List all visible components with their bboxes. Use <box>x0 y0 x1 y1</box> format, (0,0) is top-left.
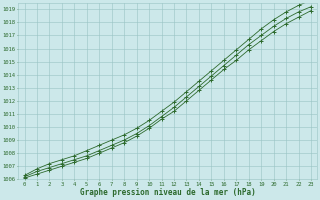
X-axis label: Graphe pression niveau de la mer (hPa): Graphe pression niveau de la mer (hPa) <box>80 188 256 197</box>
